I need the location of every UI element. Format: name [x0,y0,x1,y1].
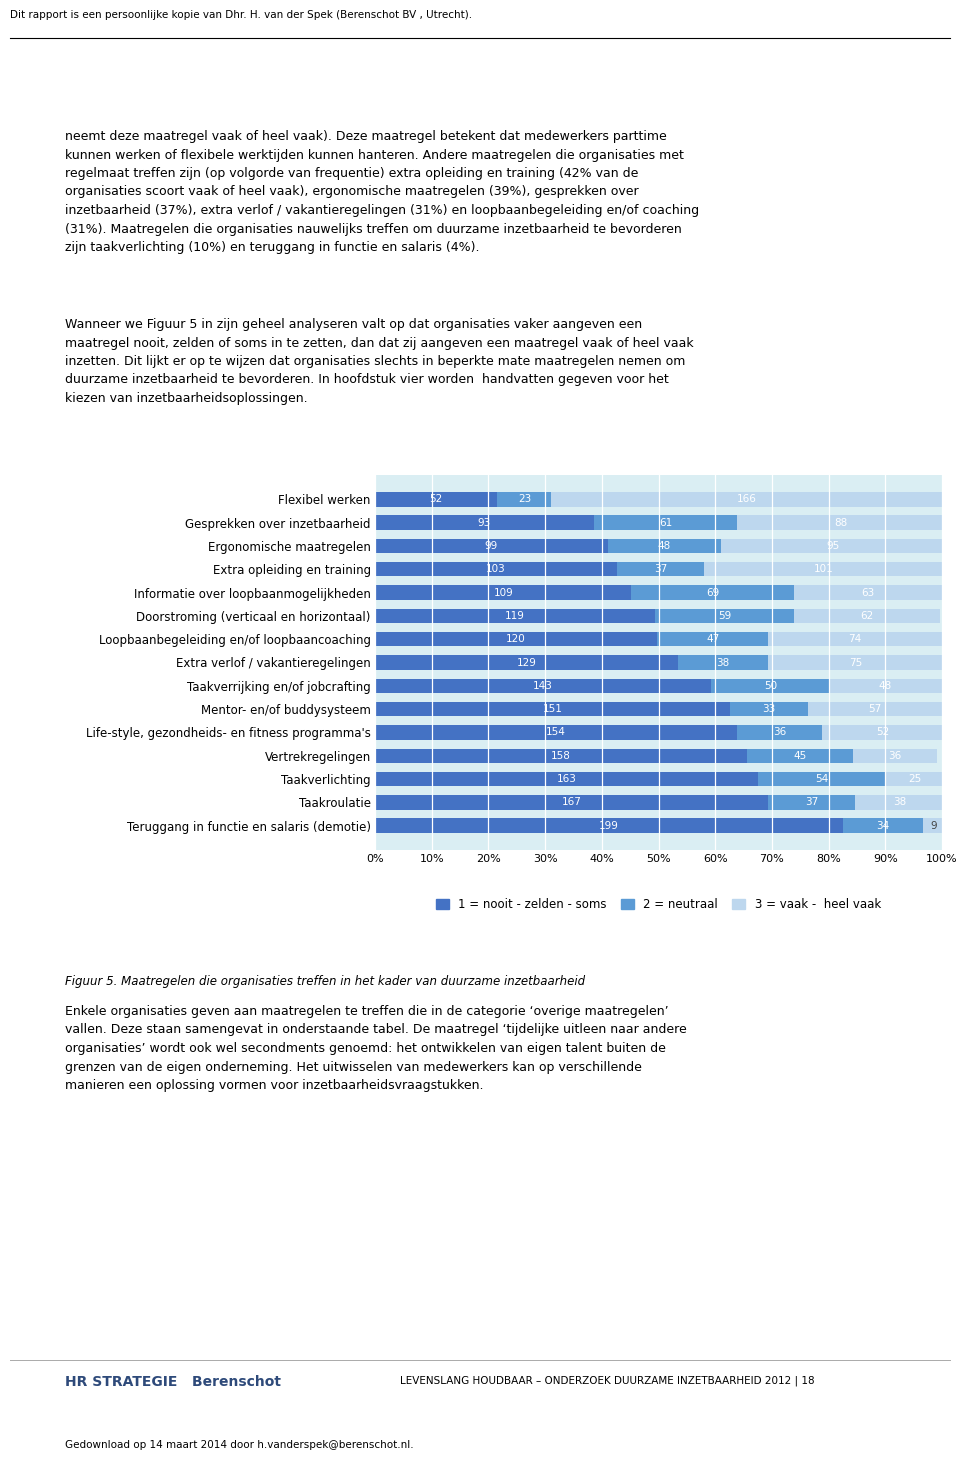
Text: 33: 33 [762,705,776,713]
Text: Figuur 5. Maatregelen die organisaties treffen in het kader van duurzame inzetba: Figuur 5. Maatregelen die organisaties t… [65,975,586,989]
Text: 199: 199 [599,821,619,831]
Bar [375,655,679,669]
Bar [655,609,794,624]
Legend: 1 = nooit - zelden - soms, 2 = neutraal, 3 = vaak -  heel vaak: 1 = nooit - zelden - soms, 2 = neutraal,… [431,893,886,916]
Text: 88: 88 [834,518,848,528]
Bar [737,515,945,530]
Text: 74: 74 [849,634,861,644]
Bar [822,725,945,740]
Bar [375,749,747,763]
Text: LEVENSLANG HOUDBAAR – ONDERZOEK DUURZAME INZETBAARHEID 2012 | 18: LEVENSLANG HOUDBAAR – ONDERZOEK DUURZAME… [400,1375,815,1386]
Text: Wanneer we Figuur 5 in zijn geheel analyseren valt op dat organisaties vaker aan: Wanneer we Figuur 5 in zijn geheel analy… [65,318,694,405]
Text: Enkele organisaties geven aan maatregelen te treffen die in de categorie ‘overig: Enkele organisaties geven aan maatregele… [65,1005,686,1091]
Text: 9: 9 [930,821,937,831]
Text: 38: 38 [893,797,906,808]
Bar [705,562,942,577]
Text: 34: 34 [876,821,890,831]
Text: Gedownload op 14 maart 2014 door h.vanderspek@berenschot.nl.: Gedownload op 14 maart 2014 door h.vande… [65,1440,414,1450]
Bar [375,633,658,646]
Bar [375,585,632,600]
Bar [924,818,945,833]
Text: 57: 57 [869,705,881,713]
Text: 158: 158 [551,750,571,761]
Bar [608,538,721,553]
Text: 54: 54 [815,774,828,784]
Bar [731,702,808,716]
Text: 163: 163 [557,774,577,784]
Bar [375,702,731,716]
Bar [721,538,945,553]
Bar [794,609,940,624]
Bar [768,655,945,669]
Bar [829,678,942,693]
Text: 167: 167 [562,797,582,808]
Text: HR STRATEGIE   Berenschot: HR STRATEGIE Berenschot [65,1375,281,1389]
Text: 119: 119 [505,610,525,621]
Text: 37: 37 [654,565,667,574]
Bar [737,725,822,740]
Bar [375,725,737,740]
Text: 52: 52 [876,728,890,737]
Bar [852,749,937,763]
Text: 37: 37 [804,797,818,808]
Bar [551,491,942,506]
Text: 25: 25 [908,774,922,784]
Bar [885,772,945,787]
Text: 93: 93 [478,518,491,528]
Bar [375,818,843,833]
Text: 129: 129 [516,658,537,668]
Bar [375,678,711,693]
Text: 166: 166 [736,494,756,505]
Text: 48: 48 [658,541,671,552]
Bar [632,585,794,600]
Bar [375,609,655,624]
Text: 143: 143 [534,681,553,691]
Text: 23: 23 [517,494,531,505]
Text: 75: 75 [850,658,863,668]
Text: 47: 47 [706,634,719,644]
Bar [758,772,885,787]
Text: 52: 52 [429,494,443,505]
Bar [658,633,768,646]
Bar [679,655,768,669]
Text: 99: 99 [485,541,498,552]
Text: 151: 151 [542,705,563,713]
Bar [375,562,617,577]
Bar [594,515,737,530]
Text: 36: 36 [888,750,901,761]
Text: 154: 154 [546,728,566,737]
Bar [711,678,829,693]
Text: 36: 36 [773,728,786,737]
Bar [747,749,852,763]
Text: 95: 95 [826,541,839,552]
Bar [375,796,768,809]
Text: 38: 38 [716,658,730,668]
Bar [497,491,551,506]
Bar [617,562,705,577]
Bar [843,818,924,833]
Text: 59: 59 [718,610,731,621]
Text: 48: 48 [879,681,892,691]
Text: 62: 62 [860,610,874,621]
Text: neemt deze maatregel vaak of heel vaak). Deze maatregel betekent dat medewerkers: neemt deze maatregel vaak of heel vaak).… [65,129,699,254]
Text: 69: 69 [706,587,719,597]
Bar [375,772,758,787]
Bar [768,796,855,809]
Bar [855,796,945,809]
Text: 103: 103 [487,565,506,574]
Bar [375,538,608,553]
Text: 61: 61 [659,518,672,528]
Bar [808,702,942,716]
Bar [375,515,594,530]
Bar [794,585,942,600]
Bar [375,491,497,506]
Text: 45: 45 [793,750,806,761]
Text: 101: 101 [813,565,833,574]
Text: 50: 50 [764,681,777,691]
Text: Dit rapport is een persoonlijke kopie van Dhr. H. van der Spek (Berenschot BV , : Dit rapport is een persoonlijke kopie va… [10,10,472,21]
Bar [768,633,942,646]
Text: 120: 120 [506,634,526,644]
Text: 109: 109 [493,587,513,597]
Text: 63: 63 [861,587,875,597]
